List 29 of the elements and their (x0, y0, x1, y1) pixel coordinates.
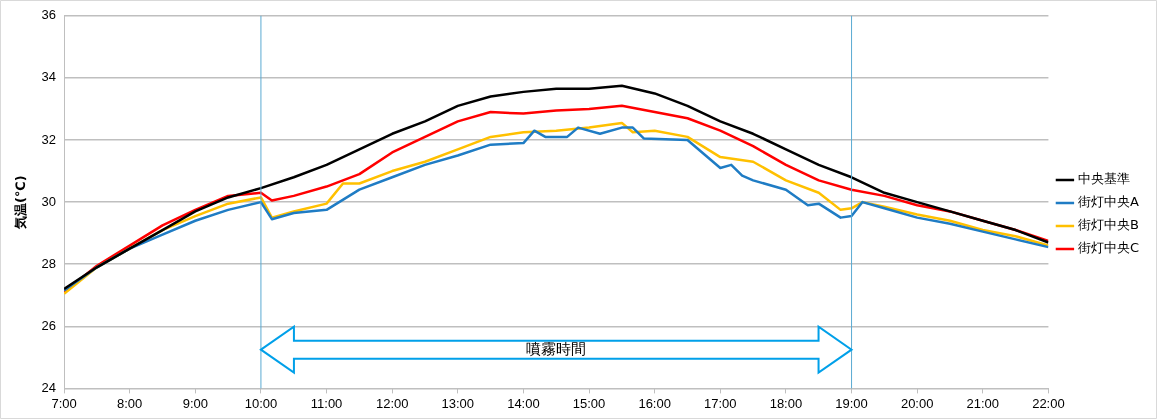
legend-label: 街灯中央B (1077, 217, 1139, 233)
x-tick-label: 7:00 (51, 395, 77, 411)
y-tick-label: 26 (41, 317, 57, 333)
y-tick-label: 32 (41, 131, 57, 147)
x-tick-label: 11:00 (310, 395, 343, 411)
x-tick-label: 16:00 (638, 395, 671, 411)
y-tick-label: 28 (41, 255, 57, 271)
x-tick-label: 10:00 (244, 395, 278, 411)
legend-label: 街灯中央A (1077, 194, 1139, 210)
legend-label: 街灯中央C (1077, 240, 1139, 256)
x-tick-label: 22:00 (1032, 395, 1065, 411)
x-tick-label: 21:00 (966, 395, 1000, 411)
x-tick-label: 15:00 (572, 395, 606, 411)
x-tick-label: 18:00 (769, 395, 803, 411)
y-tick-label: 24 (41, 379, 57, 395)
y-tick-label: 30 (41, 193, 57, 209)
y-axis-title: 気温(℃) (13, 175, 29, 230)
x-tick-label: 9:00 (182, 395, 208, 411)
x-tick-label: 14:00 (507, 395, 540, 411)
x-tick-label: 17:00 (704, 395, 737, 411)
y-tick-label: 36 (41, 7, 57, 23)
annotation: 噴霧時間 (526, 339, 587, 358)
legend-label: 中央基準 (1077, 171, 1130, 187)
y-tick-label: 34 (41, 69, 57, 85)
x-tick-label: 20:00 (900, 395, 934, 411)
x-tick-label: 12:00 (375, 395, 409, 411)
x-tick-label: 8:00 (117, 395, 143, 411)
x-tick-label: 13:00 (441, 395, 475, 411)
x-tick-label: 19:00 (835, 395, 868, 411)
